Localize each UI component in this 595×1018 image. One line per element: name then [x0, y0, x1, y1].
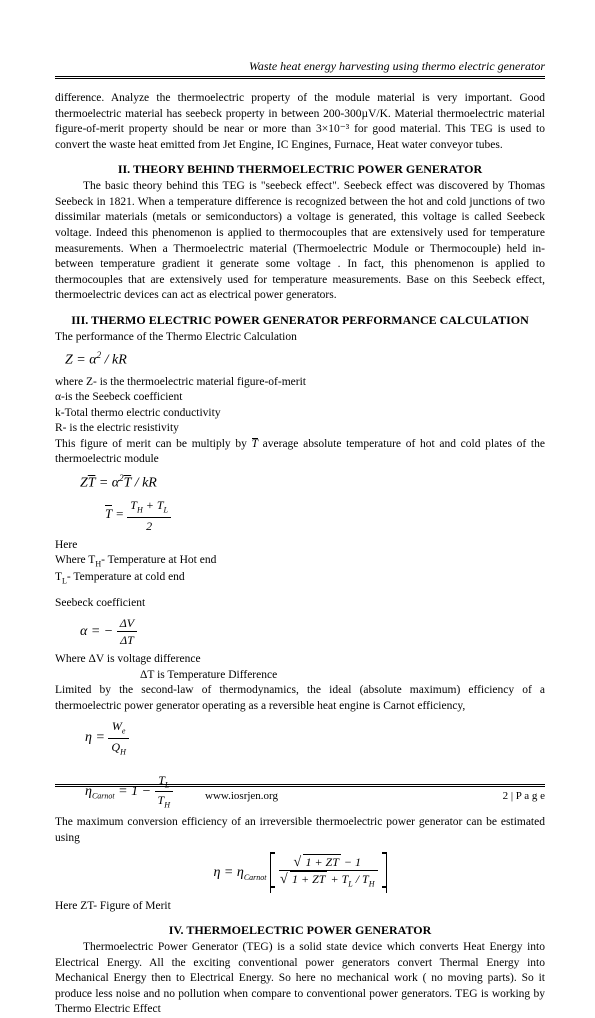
th-line: Where TH- Temperature at Hot end	[55, 553, 545, 570]
formula-alpha: α = − ΔVΔT	[80, 615, 545, 648]
where-z: where Z- is the thermoelectric material …	[55, 375, 545, 391]
footer-site: www.iosrjen.org	[55, 789, 278, 804]
intro-paragraph: difference. Analyze the thermoelectric p…	[55, 91, 545, 153]
dt-line: ΔT is Temperature Difference	[55, 668, 545, 684]
zt-note: Here ZT- Figure of Merit	[55, 899, 545, 915]
running-header: Waste heat energy harvesting using therm…	[55, 58, 545, 74]
seebeck-label: Seebeck coefficient	[55, 596, 545, 612]
carnot-para: Limited by the second-law of thermodynam…	[55, 683, 545, 714]
header-rule	[55, 76, 545, 79]
section-3-heading: III. THERMO ELECTRIC POWER GENERATOR PER…	[55, 312, 545, 328]
section-2-heading: II. THEORY BEHIND THERMOELECTRIC POWER G…	[55, 161, 545, 177]
perf-line: The performance of the Thermo Electric C…	[55, 330, 545, 346]
k-line: k-Total thermo electric conductivity	[55, 406, 545, 422]
formula-z: Z = α2 / kR	[65, 349, 545, 371]
tl-line: TL- Temperature at cold end	[55, 570, 545, 587]
footer-rule	[55, 784, 545, 787]
footer-page: 2 | P a g e	[503, 789, 545, 804]
formula-eta-max: η = ηCarnot 1 + ZT − 1 1 + ZT + TL / TH	[55, 852, 545, 892]
here-label: Here	[55, 538, 545, 554]
formula-eta: η = WeQH	[85, 718, 545, 757]
section-4-paragraph: Thermoelectric Power Generator (TEG) is …	[55, 940, 545, 1018]
figure-of-merit-line: This figure of merit can be multiply by …	[55, 437, 545, 468]
formula-zt: ZT = α2T / kR	[80, 472, 545, 494]
formula-tbar: T = TH + TL2	[105, 497, 545, 533]
alpha-line: α-is the Seebeck coefficient	[55, 390, 545, 406]
section-4-heading: IV. THERMOELECTRIC POWER GENERATOR	[55, 922, 545, 938]
r-line: R- is the electric resistivity	[55, 421, 545, 437]
dv-line: Where ΔV is voltage difference	[55, 652, 545, 668]
section-2-paragraph: The basic theory behind this TEG is "see…	[55, 179, 545, 303]
page-footer: www.iosrjen.org 2 | P a g e	[55, 778, 545, 804]
